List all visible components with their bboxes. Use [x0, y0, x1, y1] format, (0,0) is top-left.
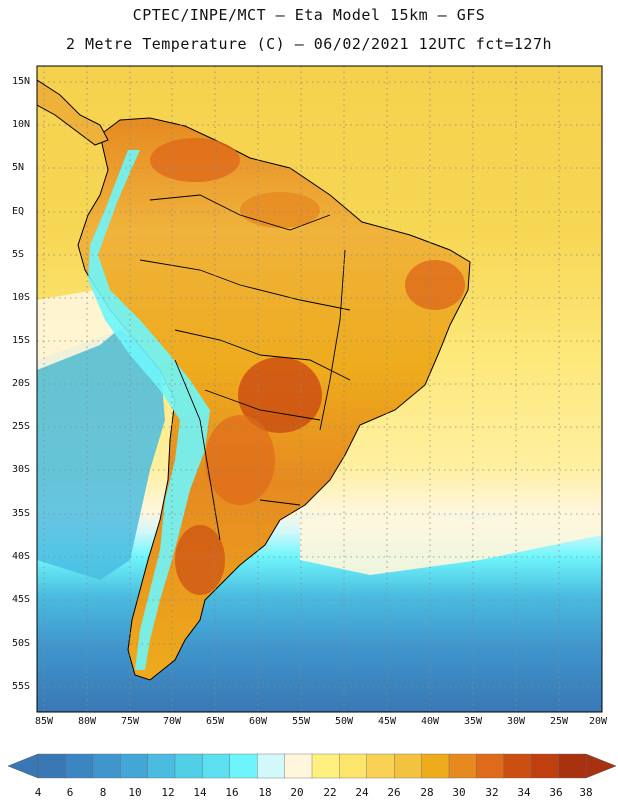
colorbar-swatch	[311, 753, 340, 779]
lat-label: 25S	[12, 421, 31, 432]
colorbar-swatch	[366, 753, 395, 779]
colorbar-high-arrow	[585, 753, 617, 779]
lon-label: 85W	[34, 716, 54, 727]
colorbar-swatch	[65, 753, 94, 779]
colorbar-label: 24	[355, 786, 369, 799]
lat-label: 30S	[12, 464, 31, 475]
lon-label: 30W	[506, 716, 526, 727]
colorbar-swatch	[37, 753, 66, 779]
colorbar-label: 20	[290, 786, 304, 799]
colorbar-swatch	[147, 753, 176, 779]
lat-label: 10S	[12, 292, 31, 303]
lat-label: 15S	[12, 335, 31, 346]
colorbar	[7, 753, 617, 779]
lat-label: 35S	[12, 508, 31, 519]
colorbar-label: 34	[517, 786, 531, 799]
lon-label: 80W	[77, 716, 97, 727]
lat-label: 15N	[12, 76, 31, 87]
hot-spot-chaco	[205, 415, 275, 505]
colorbar-swatch	[503, 753, 532, 779]
central-america-land	[37, 79, 109, 146]
lon-label: 65W	[205, 716, 225, 727]
colorbar-label: 28	[420, 786, 434, 799]
lat-label: 40S	[12, 551, 31, 562]
hot-spot-patagonia	[175, 525, 225, 595]
colorbar-label: 12	[161, 786, 175, 799]
colorbar-swatch	[284, 753, 313, 779]
lon-label: 70W	[162, 716, 182, 727]
lat-label: 45S	[12, 594, 31, 605]
lon-label: 35W	[463, 716, 483, 727]
colorbar-swatch	[421, 753, 450, 779]
hot-spot-venezuela	[150, 138, 240, 182]
colorbar-label: 10	[128, 786, 142, 799]
lat-label: 5N	[12, 162, 25, 173]
lat-label: EQ	[12, 206, 25, 217]
graticule	[37, 66, 602, 712]
lon-label: 45W	[377, 716, 397, 727]
colorbar-swatch	[531, 753, 560, 779]
lat-label: 20S	[12, 378, 31, 389]
colorbar-swatch	[257, 753, 286, 779]
lon-label: 50W	[334, 716, 354, 727]
colorbar-low-arrow	[7, 753, 39, 779]
colorbar-label: 14	[193, 786, 207, 799]
map-title-line2: 2 Metre Temperature (C) – 06/02/2021 12U…	[65, 35, 553, 53]
country-borders	[139, 194, 351, 541]
pacific-cool-band	[37, 330, 165, 580]
colorbar-swatch	[394, 753, 423, 779]
colorbar-swatch	[476, 753, 505, 779]
hot-spot-amazon	[240, 192, 320, 228]
lon-label: 40W	[420, 716, 440, 727]
lat-label: 50S	[12, 638, 31, 649]
colorbar-swatch	[339, 753, 368, 779]
lon-label: 75W	[120, 716, 140, 727]
lat-label: 5S	[12, 249, 25, 260]
colorbar-swatch	[202, 753, 231, 779]
andes-cold-strip	[88, 150, 210, 670]
atlantic-cream-band	[300, 505, 602, 575]
colorbar-label: 32	[485, 786, 499, 799]
colorbar-label: 16	[225, 786, 239, 799]
lon-label: 25W	[549, 716, 569, 727]
colorbar-label: 4	[34, 786, 42, 799]
lon-label: 55W	[291, 716, 311, 727]
colorbar-label: 22	[323, 786, 337, 799]
colorbar-swatch	[229, 753, 258, 779]
colorbar-swatch	[448, 753, 477, 779]
colorbar-label: 6	[66, 786, 74, 799]
colorbar-swatch	[174, 753, 203, 779]
colorbar-label: 26	[387, 786, 401, 799]
map-frame	[36, 65, 603, 713]
lat-label: 10N	[12, 119, 31, 130]
colorbar-label: 36	[549, 786, 563, 799]
colorbar-swatch	[92, 753, 121, 779]
colorbar-swatch	[558, 753, 587, 779]
colorbar-label: 38	[579, 786, 593, 799]
colorbar-label: 8	[99, 786, 107, 799]
colorbar-swatch	[119, 753, 149, 779]
lon-label: 20W	[588, 716, 608, 727]
hot-spot-northeast	[405, 260, 465, 310]
lon-label: 60W	[248, 716, 268, 727]
map-title-line1: CPTEC/INPE/MCT – Eta Model 15km – GFS	[132, 6, 486, 24]
colorbar-label: 30	[452, 786, 466, 799]
colorbar-label: 18	[258, 786, 272, 799]
lat-label: 55S	[12, 681, 31, 692]
